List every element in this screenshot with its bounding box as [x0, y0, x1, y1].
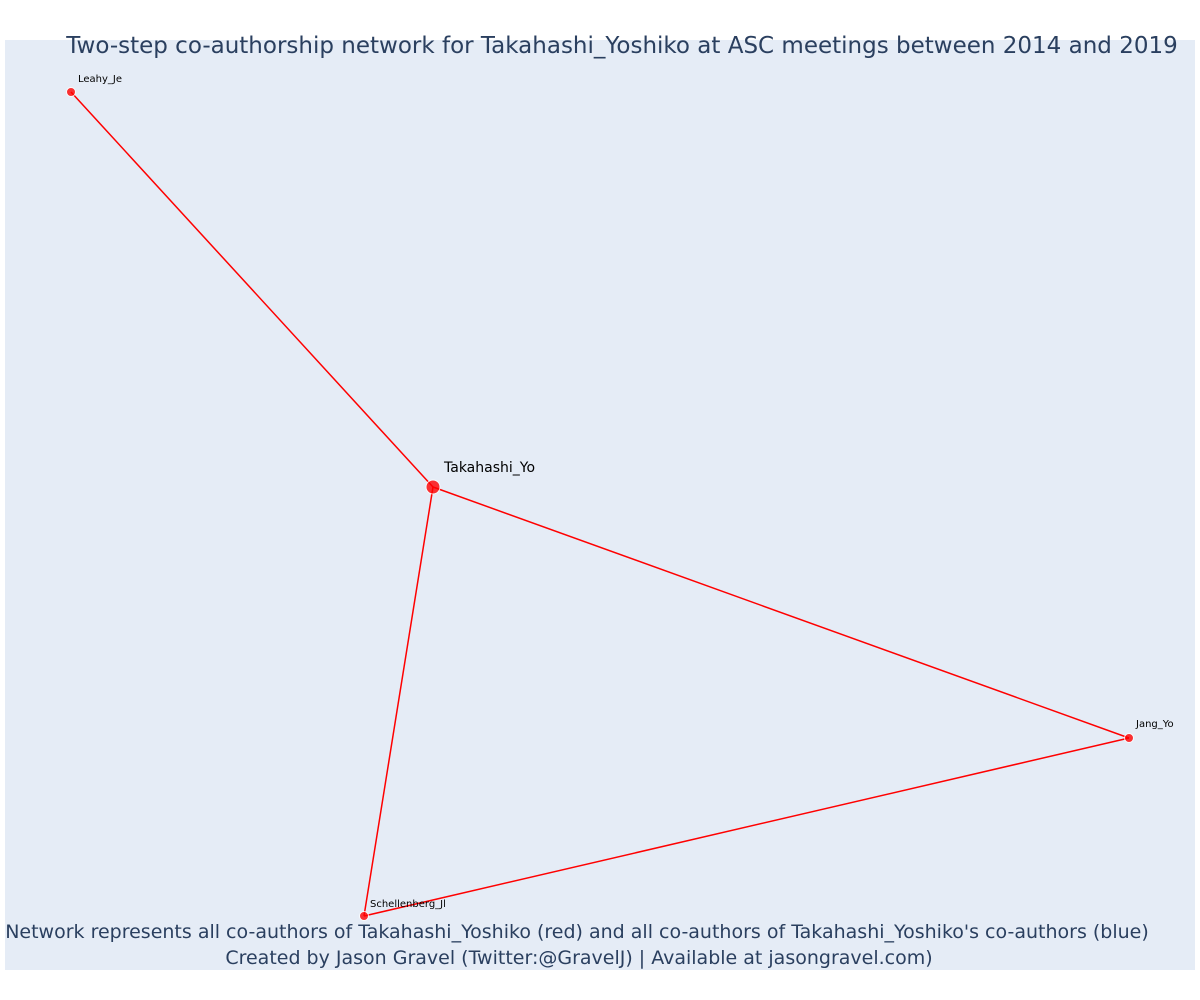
edge-takahashi-jang [432, 486, 1130, 739]
node-label-takahashi: Takahashi_Yo [443, 460, 535, 476]
node-label-jang: Jang_Yo [1135, 719, 1174, 730]
plot-background [5, 40, 1195, 970]
nodes-layer [66, 87, 1134, 921]
caption-line-2: Created by Jason Gravel (Twitter:@Gravel… [225, 947, 932, 969]
node-leahy[interactable] [66, 87, 76, 97]
edge-takahashi-schellenberg [363, 486, 434, 917]
node-schellenberg[interactable] [359, 911, 369, 921]
node-label-leahy: Leahy_Je [78, 74, 122, 85]
caption-line-1: Network represents all co-authors of Tak… [5, 921, 1149, 943]
node-label-schellenberg: Schellenberg_Jl [370, 899, 446, 910]
labels-layer: Takahashi_Yo Leahy_Je Jang_Yo Schellenberg_… [78, 74, 1174, 910]
node-jang[interactable] [1124, 733, 1134, 743]
node-takahashi[interactable] [425, 479, 441, 495]
edges-layer [70, 91, 1130, 917]
edge-schellenberg-jang [363, 737, 1130, 917]
chart-title: Two-step co-authorship network for Takah… [65, 33, 1177, 59]
edge-takahashi-leahy [70, 91, 434, 488]
